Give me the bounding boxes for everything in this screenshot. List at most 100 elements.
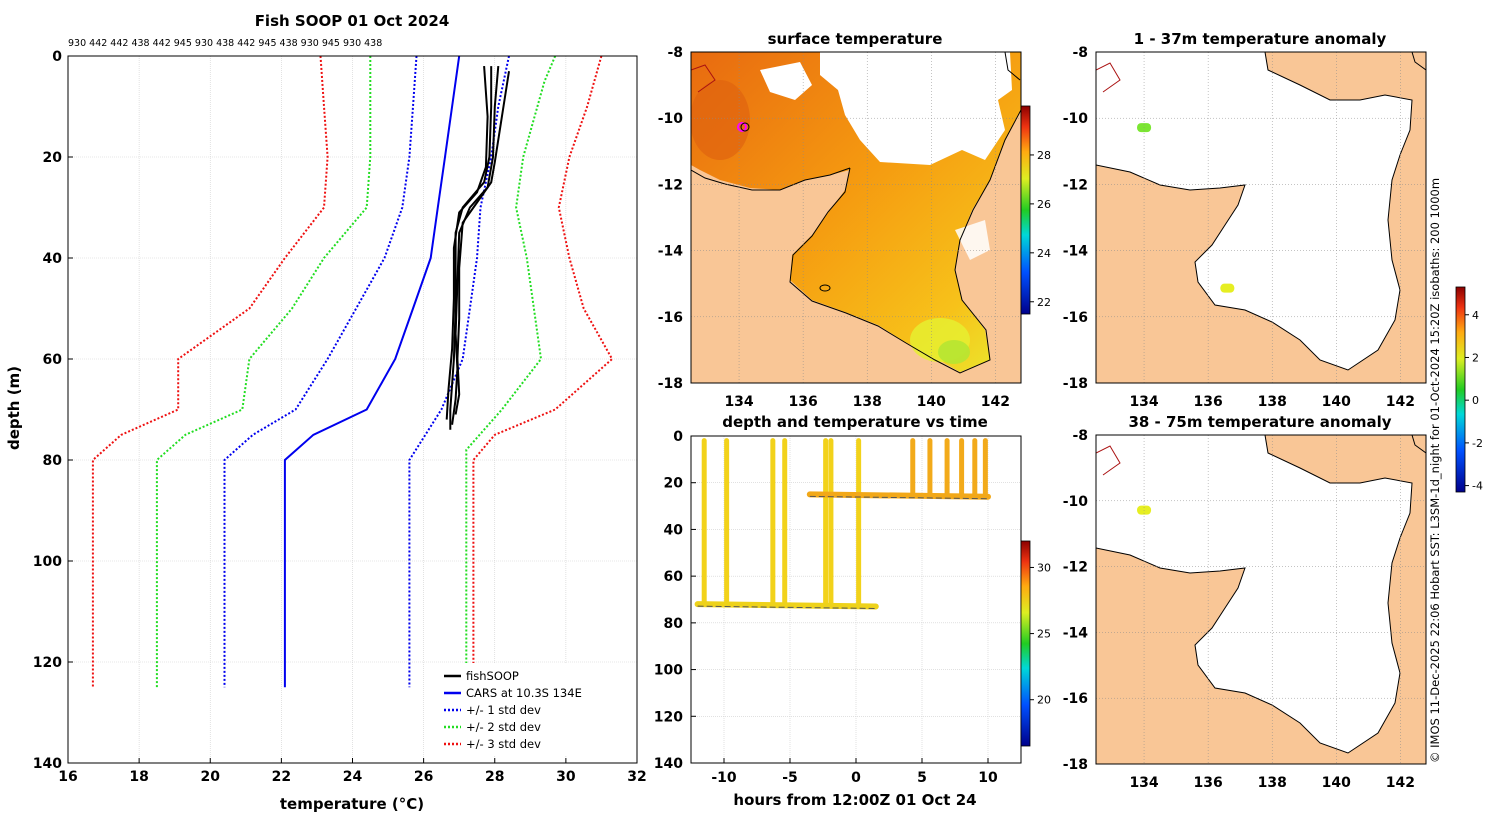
profile-xtick-label: 30: [556, 769, 576, 785]
sst-ytick-label: -14: [658, 244, 684, 260]
anomaly-deep-y-ticks: -8 -10 -12 -14 -16 -18: [1063, 428, 1089, 773]
anomaly-colorbar-tick-label: -2: [1472, 437, 1483, 450]
depth-time-ytick-label: 60: [664, 569, 684, 585]
profile-ytick-label: 60: [43, 352, 63, 368]
legend-fishsoop-label: fishSOOP: [466, 669, 519, 683]
profile-ytick-label: 40: [43, 251, 63, 267]
anomaly-shallow-ytick-label: -16: [1063, 310, 1088, 326]
anomaly-deep-ytick-label: -14: [1063, 625, 1089, 641]
sst-xtick-label: 138: [853, 394, 882, 410]
profile-series-7: [449, 66, 493, 430]
depth-time-colorbar-tick-label: 30: [1037, 561, 1051, 574]
sst-ytick-label: -8: [667, 45, 683, 61]
depth-time-points: [694, 438, 991, 610]
profile-y-ticks: 0 20 40 60 80 100 120 140: [33, 49, 73, 772]
anomaly-deep-xtick-label: 138: [1258, 775, 1287, 791]
profile-ytick-label: 120: [33, 655, 62, 671]
sst-map-title: surface temperature: [768, 30, 943, 48]
anomaly-shallow-xtick-label: 138: [1258, 394, 1287, 410]
profile-series-3: [465, 55, 557, 688]
anomaly-deep-title: 38 - 75m temperature anomaly: [1128, 413, 1391, 431]
depth-time-deep-mean: [697, 605, 876, 610]
depth-time-colorbar-tick-label: 25: [1037, 628, 1051, 641]
anomaly-deep-ytick-label: -8: [1072, 428, 1088, 444]
profile-xtick-label: 24: [343, 769, 363, 785]
sst-position-marker: [737, 122, 747, 132]
sst-x-ticks: 134 136 138 140 142: [724, 394, 1010, 410]
anomaly-deep-xtick-label: 134: [1129, 775, 1158, 791]
anomaly-shallow-isobath: [1096, 62, 1121, 93]
profile-ytick-label: 100: [33, 554, 62, 570]
sst-cloud-gap-3: [955, 220, 990, 260]
profile-ytick-label: 80: [43, 453, 63, 469]
anomaly-colorbar-tick-label: -4: [1472, 480, 1483, 493]
anomaly-shallow-sea: [1096, 52, 1412, 370]
depth-time-ytick-label: 80: [664, 616, 684, 632]
sst-xtick-label: 134: [724, 394, 753, 410]
sst-warm-patch: [691, 80, 750, 160]
profile-xlabel: temperature (°C): [280, 795, 424, 813]
anomaly-colorbar-tick-label: 0: [1472, 394, 1479, 407]
legend-std2-label: +/- 2 std dev: [466, 720, 541, 734]
anomaly-deep-ytick-label: -10: [1063, 494, 1089, 510]
sst-ytick-label: -16: [658, 310, 683, 326]
depth-time-xtick-label: 0: [851, 770, 861, 786]
anomaly-deep-ytick-label: -16: [1063, 691, 1088, 707]
sst-coastline: [691, 109, 1021, 374]
anomaly-shallow-y-ticks: -8 -10 -12 -14 -16 -18: [1063, 45, 1089, 392]
profile-xtick-label: 18: [129, 769, 148, 785]
depth-time-x-ticks: -10 -5 0 5 10: [711, 758, 998, 786]
depth-time-xtick-label: -10: [711, 770, 737, 786]
anomaly-deep-xtick-label: 140: [1322, 775, 1351, 791]
profile-ytick-label: 140: [33, 756, 62, 772]
anomaly-colorbar-ticks: -4 -2 0 2 4: [1465, 309, 1483, 493]
depth-time-panel: depth and temperature vs time -10 -5 0 5 10 …: [654, 413, 1051, 809]
credit-text: © IMOS 11-Dec-2025 22:06 Hobart SST: L3S…: [1428, 178, 1442, 763]
profile-ytick-label: 20: [43, 150, 63, 166]
profile-series-5: [472, 55, 614, 688]
anomaly-deep-ytick-label: -12: [1063, 560, 1088, 576]
anomaly-deep-coast: [1096, 435, 1426, 754]
anomaly-shallow-x-ticks: 134 136 138 140 142: [1129, 394, 1415, 410]
anomaly-colorbar-tick-label: 2: [1472, 351, 1479, 364]
sst-colorbar-tick-label: 24: [1037, 247, 1051, 260]
anomaly-deep-ytick-label: -18: [1063, 757, 1088, 773]
depth-time-deep-track: [694, 601, 879, 610]
sst-ytick-label: -10: [658, 111, 684, 127]
sst-ytick-label: -12: [658, 177, 683, 193]
depth-time-ytick-label: 140: [654, 756, 683, 772]
profile-lines: [91, 55, 614, 688]
anomaly-shallow-point: [1220, 283, 1235, 293]
depth-time-ytick-label: 40: [664, 522, 684, 538]
depth-time-ytick-label: 100: [654, 663, 683, 679]
depth-time-axes-frame: [690, 435, 1022, 764]
sst-xtick-label: 140: [917, 394, 946, 410]
depth-time-xtick-label: 10: [978, 770, 998, 786]
anomaly-shallow-ytick-label: -14: [1063, 244, 1089, 260]
legend-cars-label: CARS at 10.3S 134E: [466, 686, 582, 700]
depth-time-colorbar: [1020, 540, 1031, 747]
anomaly-deep-panel: 38 - 75m temperature anomaly 134 136 138 14…: [1063, 413, 1427, 791]
profile-series-8: [451, 66, 500, 425]
anomaly-deep-isobath: [1096, 445, 1121, 476]
sst-islands: [819, 284, 831, 292]
sst-isobath: [691, 64, 716, 93]
sst-colorbar: [1020, 105, 1031, 315]
profile-series-2: [223, 55, 418, 688]
sst-map-panel: surface temperature 134 136 138 140 142 -8-: [658, 30, 1051, 410]
depth-time-xtick-label: -5: [782, 770, 798, 786]
profile-top-label-text: 930 442 442 438 442 945 930 438 442 945 …: [68, 38, 382, 49]
sst-colorbar-tick-label: 26: [1037, 198, 1051, 211]
depth-time-shallow-mean: [809, 495, 989, 500]
profile-series-6: [91, 55, 329, 688]
profile-xtick-label: 16: [58, 769, 77, 785]
anomaly-shallow-ytick-label: -18: [1063, 376, 1088, 392]
anomaly-colorbar-tick-label: 4: [1472, 309, 1479, 322]
anomaly-shallow-ytick-label: -12: [1063, 177, 1088, 193]
profile-ylabel: depth (m): [5, 366, 23, 450]
sst-cloud-gap-2: [760, 62, 812, 100]
sst-ytick-label: -18: [658, 376, 683, 392]
profile-series-4: [155, 56, 372, 688]
anomaly-deep-sea: [1096, 435, 1412, 753]
